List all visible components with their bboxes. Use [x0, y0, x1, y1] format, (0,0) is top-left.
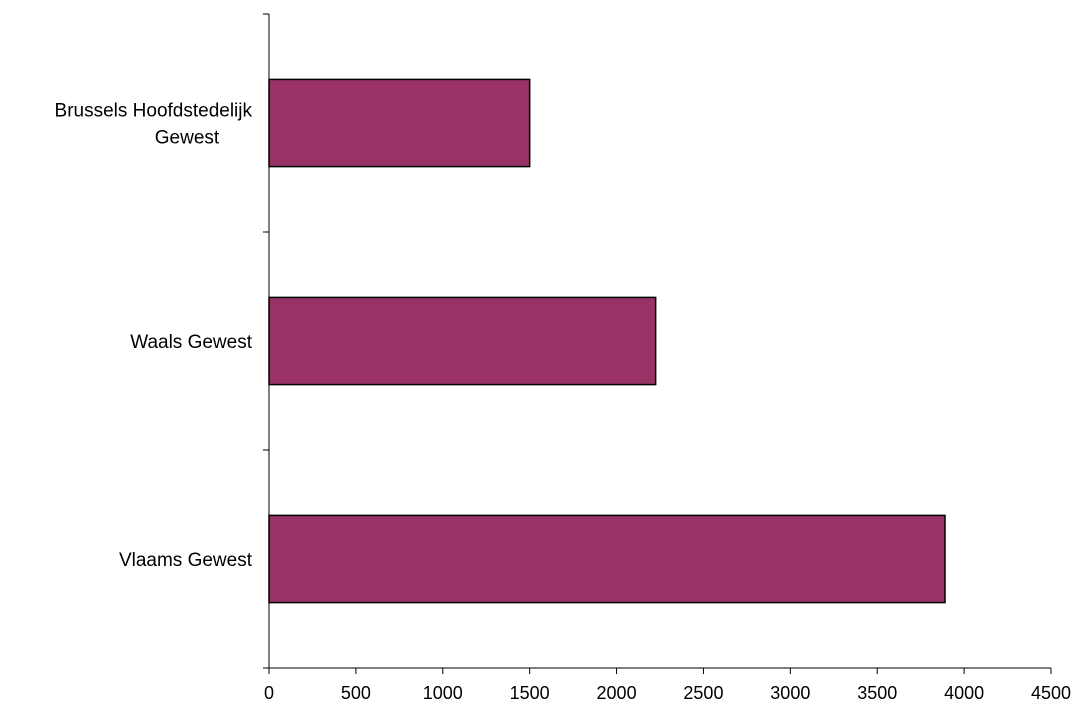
labels-layer: 0 500 1000 1500 2000 2500 3000 3500 4000 4500 Brus… [55, 101, 1072, 704]
x-tick-label: 0 [264, 683, 274, 703]
x-tick-label: 3500 [857, 683, 897, 703]
axes-layer [263, 13, 1052, 674]
bar-1 [268, 296, 657, 386]
x-tick-label: 2500 [683, 683, 723, 703]
bar-0 [268, 78, 531, 168]
x-tick-label: 1500 [510, 683, 550, 703]
category-label: Brussels Hoofdstedelijk Gewest [55, 101, 253, 149]
bar-2 [268, 514, 946, 604]
x-tick-label: 4500 [1031, 683, 1071, 703]
category-label: Vlaams Gewest [119, 550, 253, 571]
category-label: Waals Gewest [130, 332, 252, 353]
x-tick-label: 2000 [597, 683, 637, 703]
x-tick-label: 3000 [770, 683, 810, 703]
bars-layer [268, 78, 946, 604]
x-tick-label: 500 [341, 683, 371, 703]
x-tick-label: 1000 [423, 683, 463, 703]
x-tick-label: 4000 [944, 683, 984, 703]
